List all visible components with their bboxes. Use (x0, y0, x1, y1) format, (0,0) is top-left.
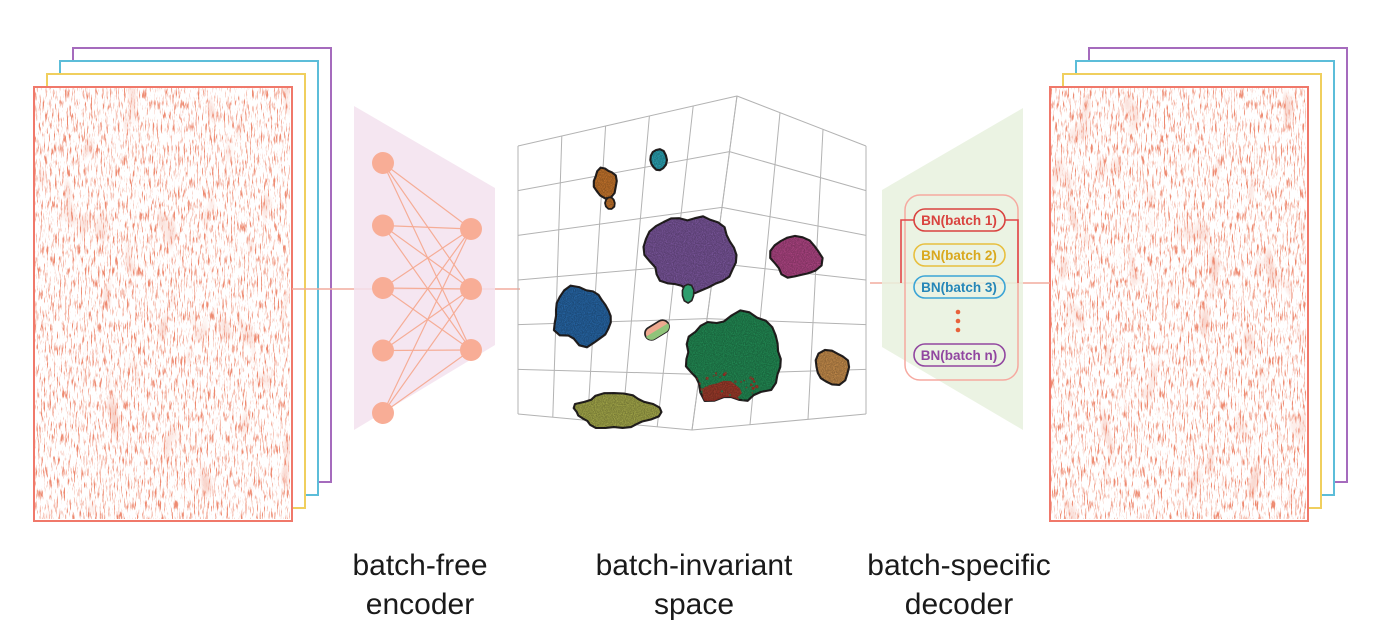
svg-text:space: space (654, 588, 734, 621)
svg-text:BN(batch n): BN(batch n) (921, 348, 998, 363)
svg-text:batch-invariant: batch-invariant (596, 549, 793, 582)
svg-text:BN(batch 3): BN(batch 3) (921, 280, 997, 295)
svg-text:BN(batch 2): BN(batch 2) (921, 248, 997, 263)
svg-text:decoder: decoder (905, 588, 1013, 621)
svg-text:BN(batch 1): BN(batch 1) (921, 213, 997, 228)
svg-text:encoder: encoder (366, 588, 474, 621)
svg-text:batch-specific: batch-specific (867, 549, 1050, 582)
svg-text:batch-free: batch-free (352, 549, 487, 582)
